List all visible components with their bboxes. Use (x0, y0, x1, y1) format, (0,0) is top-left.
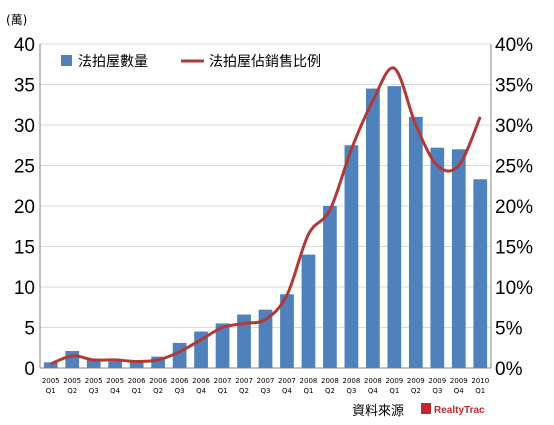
axes: 0 0% 5 5% 10 10% 15 15% 20 20% 25 25% 30 30% 35 35% 40 40… (14, 35, 533, 395)
x-tick-year: 2009 (450, 377, 468, 385)
x-tick-year: 2010 (471, 377, 489, 385)
x-tick-year: 2009 (407, 377, 425, 385)
x-tick-quarter: Q1 (46, 387, 56, 395)
x-tick-quarter: Q3 (261, 387, 271, 395)
x-tick-quarter: Q4 (110, 387, 121, 395)
x-tick-year: 2006 (192, 377, 210, 385)
realtytrac-logo: RealtyTrac (421, 403, 485, 416)
x-tick-quarter: Q4 (454, 387, 465, 395)
y-left-tick-label: 15 (14, 238, 35, 259)
y-left-tick-label: 40 (14, 35, 35, 56)
y-right-tick-label: 35% (495, 76, 533, 97)
x-tick-year: 2008 (364, 377, 382, 385)
x-tick-quarter: Q3 (346, 387, 356, 395)
y-right-tick-label: 20% (495, 197, 533, 218)
bar (237, 314, 251, 368)
y-right-tick-label: 0% (495, 359, 523, 380)
source-footer: 資料來源 RealtyTrac (352, 403, 485, 419)
y-right-tick-label: 5% (495, 319, 523, 340)
realtytrac-logo-icon (421, 403, 431, 414)
x-tick-quarter: Q2 (153, 387, 163, 395)
bar (108, 361, 123, 368)
x-tick-year: 2006 (149, 377, 167, 385)
x-tick-quarter: Q1 (475, 387, 485, 395)
source-label: 資料來源 (352, 404, 404, 419)
y-left-tick-label: 10 (14, 278, 35, 299)
line-series (50, 66, 482, 366)
x-tick-quarter: Q2 (411, 387, 421, 395)
x-tick-year: 2007 (235, 377, 253, 385)
x-tick-quarter: Q3 (432, 387, 442, 395)
bar (430, 147, 445, 368)
legend: 法拍屋數量 法拍屋佔銷售比例 (61, 54, 321, 70)
bar (65, 350, 80, 368)
x-tick-year: 2005 (63, 377, 81, 385)
bar (387, 86, 402, 369)
y-axis-unit-label: (萬) (6, 13, 27, 27)
y-left-tick-label: 35 (14, 76, 35, 97)
x-tick-year: 2006 (128, 377, 146, 385)
bar (215, 323, 230, 368)
bar (408, 116, 423, 369)
x-tick-quarter: Q4 (368, 387, 379, 395)
bar-series (43, 86, 488, 369)
bar (129, 362, 144, 368)
x-tick-year: 2005 (85, 377, 103, 385)
bar (344, 145, 359, 368)
x-tick-year: 2009 (385, 377, 403, 385)
x-tick-quarter: Q3 (175, 387, 185, 395)
y-right-tick-label: 10% (495, 278, 533, 299)
bar (473, 179, 488, 368)
x-tick-year: 2009 (428, 377, 446, 385)
y-left-tick-label: 30 (14, 116, 35, 137)
x-tick-year: 2007 (257, 377, 275, 385)
realtytrac-logo-text: RealtyTrac (434, 405, 485, 416)
line-series-path (50, 66, 482, 366)
x-tick-quarter: Q1 (389, 387, 399, 395)
x-tick-quarter: Q1 (303, 387, 313, 395)
bar (280, 294, 294, 368)
y-left-tick-label: 25 (14, 157, 35, 178)
y-right-tick-label: 15% (495, 238, 533, 259)
x-tick-quarter: Q1 (132, 387, 142, 395)
bar (323, 206, 337, 368)
y-right-tick-label: 40% (495, 35, 533, 56)
bar (86, 359, 101, 368)
x-tick-quarter: Q1 (218, 387, 228, 395)
x-tick-quarter: Q3 (89, 387, 99, 395)
x-tick-year: 2008 (342, 377, 360, 385)
gridlines (40, 43, 491, 369)
x-tick-year: 2006 (171, 377, 189, 385)
x-tick-quarter: Q4 (196, 387, 207, 395)
bar (151, 356, 165, 368)
y-right-tick-label: 30% (495, 116, 533, 137)
x-tick-year: 2008 (300, 377, 318, 385)
y-right-tick-label: 25% (495, 157, 533, 178)
legend-label-bar: 法拍屋數量 (78, 54, 148, 70)
x-tick-quarter: Q2 (325, 387, 335, 395)
legend-swatch-bar (61, 55, 72, 66)
x-tick-quarter: Q2 (239, 387, 249, 395)
x-tick-year: 2005 (42, 377, 60, 385)
x-tick-year: 2005 (106, 377, 124, 385)
x-tick-quarter: Q2 (67, 387, 77, 395)
y-left-tick-label: 5 (24, 319, 35, 340)
x-tick-year: 2007 (278, 377, 296, 385)
bar (43, 362, 58, 368)
bar (451, 149, 466, 368)
x-tick-year: 2007 (214, 377, 232, 385)
legend-label-line: 法拍屋佔銷售比例 (209, 54, 321, 70)
bar (301, 254, 316, 368)
bar (366, 88, 380, 369)
x-tick-year: 2008 (321, 377, 339, 385)
y-left-tick-label: 0 (24, 359, 35, 380)
x-tick-quarter: Q4 (282, 387, 293, 395)
y-left-tick-label: 20 (14, 197, 35, 218)
bar (258, 309, 273, 368)
